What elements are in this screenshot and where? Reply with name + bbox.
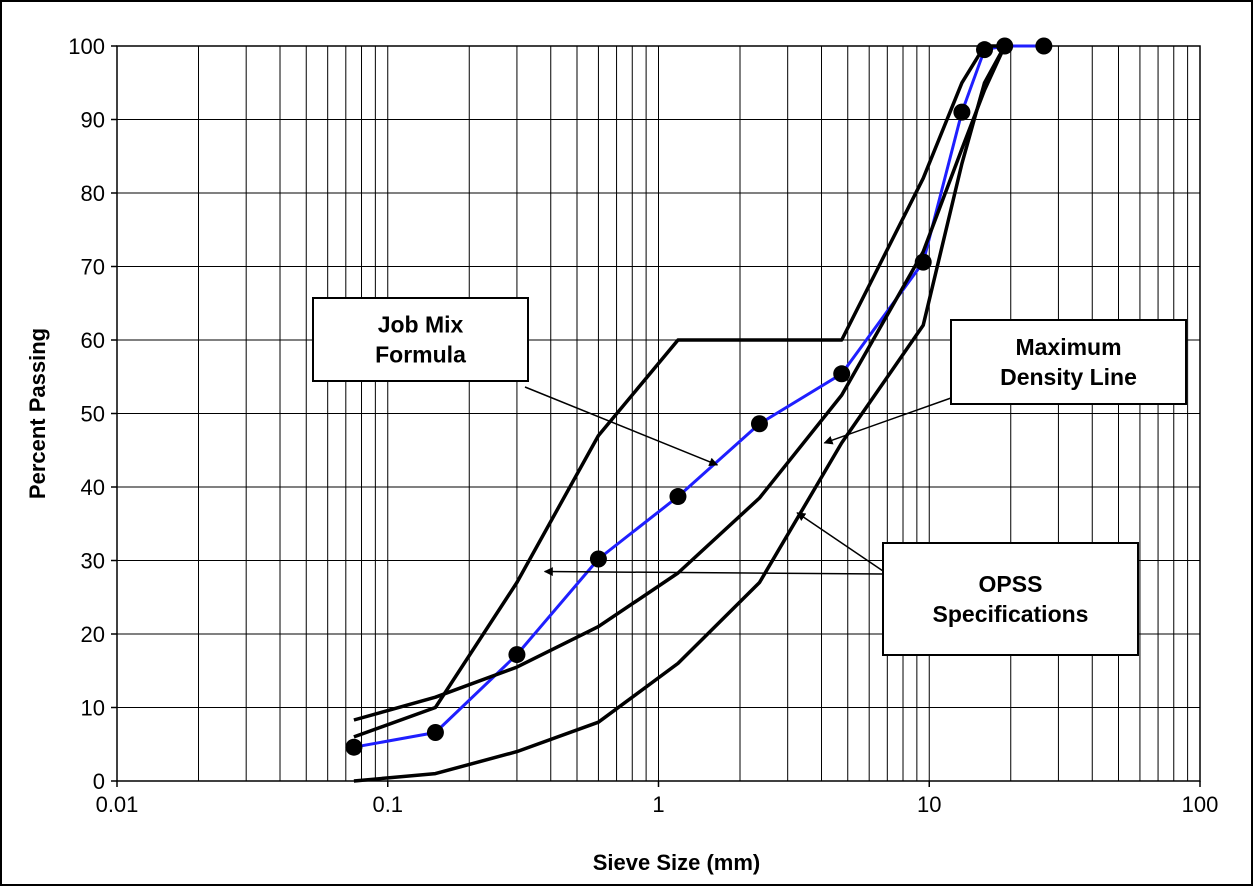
job_mix-point — [1035, 37, 1053, 55]
y-axis-title: Percent Passing — [25, 328, 50, 499]
y-tick-label: 90 — [81, 108, 105, 133]
y-tick-label: 10 — [81, 696, 105, 721]
opss_upper-line — [353, 44, 1005, 739]
axes — [111, 45, 1201, 787]
opss_label-text: Specifications — [933, 601, 1089, 627]
max_density_label-arrow — [823, 397, 952, 445]
series-layer — [345, 37, 1053, 783]
y-tick-label: 30 — [81, 549, 105, 574]
job_mix-point — [833, 365, 851, 383]
y-tick-label: 20 — [81, 622, 105, 647]
y-tick-label: 50 — [81, 402, 105, 427]
axis-text: 0 10 20 30 40 50 60 70 80 90 100 0.01 0.1 1 10 100 Sieve… — [25, 34, 1218, 875]
x-tick-label: 1 — [652, 792, 664, 817]
job_mix-point — [953, 103, 971, 121]
job_mix_label-arrow — [524, 386, 719, 467]
job_mix_label-text: Formula — [375, 342, 466, 368]
x-tick-label: 0.1 — [372, 792, 403, 817]
job_mix_label-box — [312, 297, 529, 382]
max_density_label-text: Density Line — [1000, 364, 1137, 390]
x-axis-title: Sieve Size (mm) — [593, 850, 761, 875]
opss_label-arrow — [543, 567, 884, 577]
job_mix-point — [750, 415, 768, 433]
job_mix-point — [589, 550, 607, 568]
y-tick-label: 100 — [68, 34, 105, 59]
job_mix_label-text: Job Mix — [378, 312, 464, 338]
x-tick-label: 10 — [917, 792, 941, 817]
x-tick-label: 100 — [1182, 792, 1219, 817]
max_density_label-box — [950, 319, 1187, 405]
max_density_label-text: Maximum — [1015, 334, 1121, 360]
opss_label-text: OPSS — [979, 571, 1043, 597]
opss_label-box — [882, 542, 1139, 656]
job_mix-point — [345, 738, 363, 756]
job_mix-point — [669, 488, 687, 506]
x-tick-label: 0.01 — [96, 792, 139, 817]
opss_label-arrow — [796, 512, 884, 572]
y-tick-label: 0 — [93, 769, 105, 794]
job_mix-point — [426, 723, 444, 741]
job_mix-point — [508, 646, 526, 664]
y-tick-label: 60 — [81, 328, 105, 353]
max_density-line — [353, 45, 1007, 722]
y-tick-label: 80 — [81, 181, 105, 206]
y-tick-label: 70 — [81, 255, 105, 280]
opss_lower-line — [353, 45, 1007, 783]
y-tick-label: 40 — [81, 475, 105, 500]
annotations: Job Mix Formula Maximum Density Line OPSS Spe… — [312, 297, 1187, 656]
